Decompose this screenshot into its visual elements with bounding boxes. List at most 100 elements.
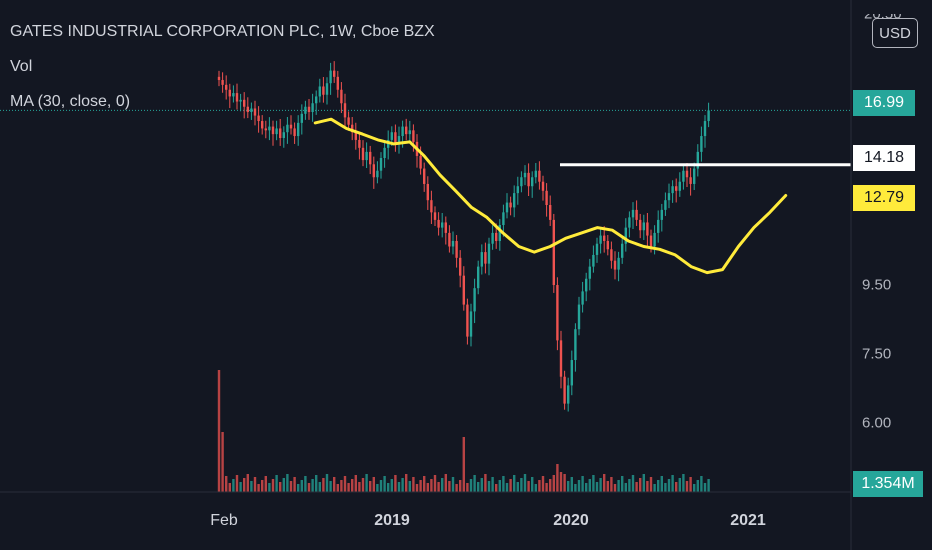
candle-body	[333, 70, 336, 77]
volume-bar	[570, 477, 573, 492]
candle-body	[595, 243, 599, 255]
candle-body	[253, 108, 257, 116]
volume-legend[interactable]: Vol	[10, 58, 33, 75]
volume-bar	[667, 479, 671, 492]
volume-bar	[365, 474, 368, 492]
currency-button[interactable]: USD	[872, 18, 918, 48]
candle-body	[675, 186, 678, 191]
candle-body	[304, 106, 307, 114]
volume-bar	[232, 479, 235, 492]
candle-body	[617, 257, 620, 270]
candle-body	[538, 170, 541, 182]
volume-bar	[279, 482, 282, 492]
candle-body	[394, 132, 397, 144]
volume-bar	[257, 484, 260, 492]
candle-body	[549, 204, 552, 220]
candle-body	[217, 76, 221, 81]
candle-body	[685, 170, 689, 178]
volume-bar	[239, 482, 242, 492]
candle-body	[513, 193, 516, 208]
volume-bar	[448, 481, 451, 492]
volume-bar	[621, 476, 624, 492]
candle-body	[412, 130, 415, 142]
volume-bar	[505, 483, 509, 492]
candle-body	[559, 340, 563, 377]
candle-body	[448, 232, 451, 247]
volume-bar	[664, 483, 667, 492]
candle-body	[307, 106, 311, 113]
volume-bar	[531, 477, 534, 492]
volume-bar	[469, 479, 473, 492]
candle-body	[639, 219, 642, 231]
volume-bar	[516, 482, 519, 492]
volume-bar	[660, 476, 663, 492]
volume-bar	[642, 474, 645, 492]
candle-body	[585, 278, 588, 292]
candle-body	[588, 266, 591, 279]
volume-bar	[624, 483, 627, 492]
candle-body	[246, 106, 249, 113]
candle-body	[707, 110, 710, 122]
volume-bar	[293, 477, 296, 492]
volume-bar	[426, 483, 429, 492]
volume-bar	[304, 476, 307, 492]
last-price-badge: 16.99	[853, 90, 915, 116]
volume-bar	[603, 474, 606, 492]
candle-body	[646, 222, 649, 236]
x-tick-2020: 2020	[553, 512, 589, 529]
chart-title: GATES INDUSTRIAL CORPORATION PLC, 1W, Cb…	[10, 23, 435, 40]
volume-bar	[405, 474, 408, 492]
candle-body	[351, 124, 354, 133]
volume-bar	[703, 483, 707, 492]
candle-body	[657, 219, 660, 233]
volume-bar	[678, 478, 681, 492]
candle-body	[433, 212, 437, 220]
candle-body	[466, 304, 469, 337]
volume-bar	[635, 482, 638, 492]
candle-body	[300, 113, 303, 123]
volume-bar	[473, 475, 476, 492]
volume-bar	[491, 477, 494, 492]
candle-body	[397, 136, 401, 144]
volume-bar	[520, 478, 523, 492]
volume-bar	[477, 482, 480, 492]
volume-bar	[433, 475, 437, 492]
candle-body	[336, 76, 339, 90]
volume-bar	[379, 480, 383, 492]
candle-body	[563, 376, 566, 404]
ma-value-badge: 12.79	[853, 185, 915, 211]
candle-body	[495, 232, 498, 241]
candle-body	[225, 84, 228, 90]
volume-bar	[347, 483, 350, 492]
price-tick-7-50: 7.50	[862, 345, 892, 363]
volume-bar	[613, 484, 617, 492]
candle-body	[275, 128, 278, 135]
candle-body	[653, 232, 656, 247]
volume-bar	[300, 480, 303, 492]
candle-body	[574, 329, 577, 361]
candle-body	[606, 240, 609, 250]
volume-bar	[387, 483, 390, 492]
candle-body	[365, 151, 368, 161]
candle-body	[441, 222, 444, 228]
candle-body	[480, 252, 483, 267]
candle-body	[635, 209, 638, 220]
candle-body	[570, 360, 573, 386]
candle-body	[250, 108, 253, 113]
volume-bar	[325, 474, 329, 492]
resistance-badge: 14.18	[853, 145, 915, 171]
x-tick-feb: Feb	[210, 512, 238, 529]
volume-bar	[376, 484, 379, 492]
volume-bar	[271, 479, 275, 492]
candle-body	[581, 291, 584, 305]
volume-bar	[577, 480, 581, 492]
ma-legend[interactable]: MA (30, close, 0)	[10, 93, 131, 110]
candle-body	[282, 132, 285, 138]
x-tick-2019: 2019	[374, 512, 410, 529]
volume-bar	[462, 437, 465, 492]
candle-body	[567, 385, 570, 404]
volume-bar	[415, 484, 419, 492]
candle-body	[603, 235, 606, 241]
volume-bar	[513, 475, 516, 492]
